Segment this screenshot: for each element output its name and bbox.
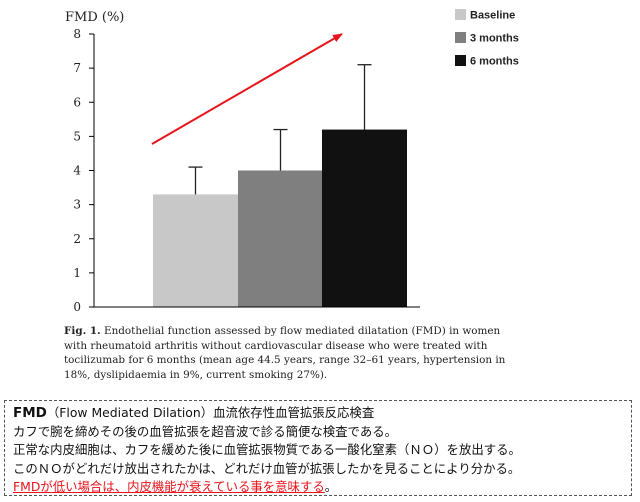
- legend-label-2: 3 months: [470, 33, 519, 45]
- note-line-4: このＮＯがどれだけ放出されたかは、どれだけ血管が拡張したかを見ることにより分かる…: [13, 460, 521, 476]
- note-line-5: FMDが低い場合は、内皮機能が衰えている事を意味する。: [13, 478, 623, 495]
- note-title-bold: FMD: [13, 405, 47, 421]
- note-title-line: FMD（Flow Mediated Dilation）血流依存性血管拡張反応検査: [13, 404, 623, 423]
- legend-swatch-3: [455, 55, 466, 66]
- y-tick-label-7: 7: [73, 61, 81, 75]
- legend-label-3: 6 months: [470, 56, 519, 68]
- note-line-3: 正常な内皮細胞は、カフを緩めた後に血管拡張物質である一酸化窒素（ＮＯ）を放出する…: [13, 442, 521, 458]
- y-tick-label-4: 4: [73, 164, 81, 178]
- bar-6-months: [322, 129, 407, 307]
- note-line-2: カフで腕を締めその後の血管拡張を超音波で診る簡便な検査である。: [13, 423, 397, 439]
- bars: [153, 129, 407, 307]
- y-tick-label-3: 3: [73, 198, 81, 212]
- legend-swatch-1: [455, 9, 466, 20]
- y-tick-label-8: 8: [73, 27, 81, 41]
- note-warning-text: FMDが低い場合は、内皮機能が衰えている事を意味する: [13, 479, 325, 495]
- caption-fig-label: Fig. 1.: [64, 325, 101, 337]
- legend: Baseline 3 months 6 months: [455, 9, 519, 68]
- bar-baseline: [153, 194, 238, 307]
- trend-arrow: [151, 33, 343, 145]
- figure-caption: Fig. 1. Endothelial function assessed by…: [64, 324, 534, 382]
- note-title-rest: （Flow Mediated Dilation）血流依存性血管拡張反応検査: [46, 405, 375, 420]
- y-axis-ticks: 0 1 2 3 4 5 6 7 8: [73, 27, 94, 314]
- error-bars: [188, 64, 372, 195]
- caption-line-3: tocilizumab for 6 months (mean age 44.5 …: [64, 354, 506, 366]
- note-line-5-end: 。: [324, 479, 338, 495]
- y-tick-label-1: 1: [73, 266, 81, 280]
- y-tick-label-5: 5: [73, 129, 81, 143]
- caption-line-4: 18%, dyslipidaemia in 9%, current smokin…: [64, 368, 328, 381]
- legend-label-1: Baseline: [470, 10, 515, 22]
- bar-3-months: [238, 170, 323, 307]
- fmd-bar-chart: FMD (%) 0 1 2 3 4 5 6 7 8 Baseline 3 months 6 mont…: [65, 9, 519, 314]
- y-axis-label: FMD (%): [65, 10, 124, 25]
- fmd-explanation-box: FMD（Flow Mediated Dilation）血流依存性血管拡張反応検査…: [4, 400, 632, 496]
- y-tick-label-2: 2: [73, 232, 81, 246]
- caption-line-1: Endothelial function assessed by flow me…: [103, 325, 501, 337]
- legend-swatch-2: [455, 32, 466, 43]
- y-tick-label-0: 0: [73, 300, 81, 314]
- y-tick-label-6: 6: [73, 95, 81, 109]
- caption-line-2: with rheumatoid arthritis without cardio…: [64, 339, 488, 352]
